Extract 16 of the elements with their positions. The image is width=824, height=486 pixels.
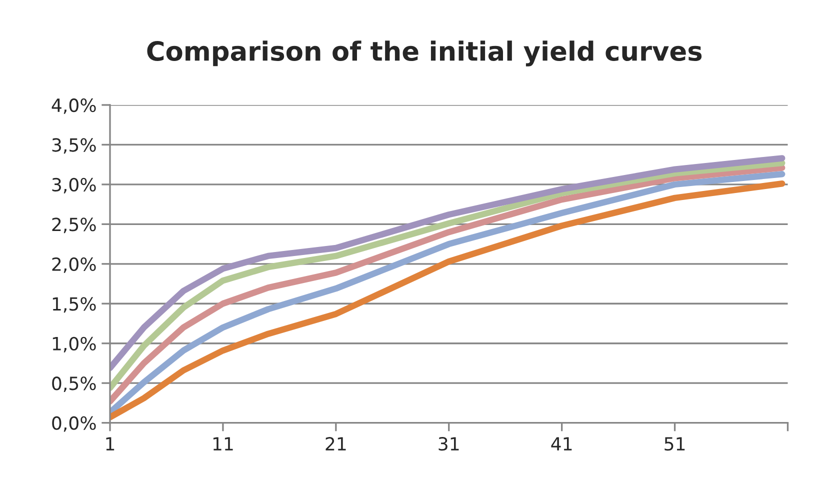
y-tick-label: 2,0%	[52, 257, 96, 273]
y-tick-label: 2,5%	[52, 218, 96, 234]
x-tick-label: 11	[213, 437, 233, 450]
y-tick-label: 4,0%	[52, 98, 96, 114]
x-tick-label: 41	[551, 437, 572, 450]
y-tick-label: 1,0%	[52, 336, 96, 352]
x-tick-label: 31	[438, 437, 459, 451]
y-tick-label: 3,5%	[52, 138, 96, 154]
y-tick-label: 3,0%	[52, 178, 96, 194]
chart-title: Comparison of the initial yield curves	[147, 40, 702, 66]
y-tick-label: 1,5%	[52, 297, 96, 313]
x-tick-label: 51	[664, 437, 685, 451]
y-tick-label: 0,5%	[52, 376, 96, 392]
y-tick-label: 0,0%	[52, 416, 96, 432]
x-tick-label: 21	[326, 437, 346, 450]
x-tick-label: 1	[106, 437, 114, 450]
